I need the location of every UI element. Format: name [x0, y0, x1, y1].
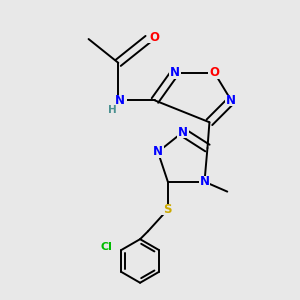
Text: N: N	[200, 175, 209, 188]
Bar	[177, 126, 189, 138]
Bar	[225, 94, 237, 106]
Bar	[147, 31, 161, 43]
Text: H: H	[108, 105, 117, 116]
Text: N: N	[115, 94, 125, 107]
Text: N: N	[178, 126, 188, 139]
Bar	[199, 176, 210, 188]
Bar	[169, 67, 181, 79]
Text: Cl: Cl	[100, 242, 112, 252]
Text: N: N	[170, 66, 180, 79]
Text: N: N	[153, 146, 163, 158]
Bar	[208, 67, 220, 79]
Text: O: O	[149, 31, 159, 44]
Text: N: N	[226, 94, 236, 107]
Bar	[161, 203, 175, 215]
Bar	[113, 94, 127, 106]
Text: S: S	[164, 203, 172, 216]
Bar	[152, 146, 164, 158]
Text: O: O	[209, 66, 219, 79]
